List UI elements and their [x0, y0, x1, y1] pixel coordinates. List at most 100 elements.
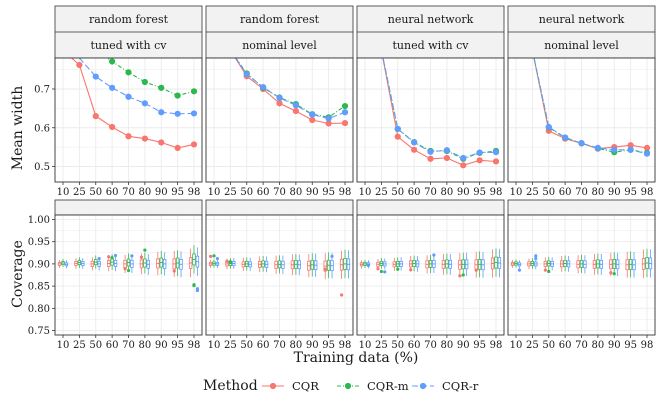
width-point-cqr-r	[109, 84, 116, 91]
x-tick-top-label: 60	[408, 187, 421, 198]
y-axis-title-width: Mean width	[10, 86, 26, 171]
width-point-cqr-m	[174, 92, 181, 99]
box-outlier	[379, 269, 383, 274]
strip-box-bottom	[356, 199, 505, 216]
width-point-cqr-r	[578, 140, 585, 147]
y-tick-width: 0.6	[34, 123, 50, 134]
strip-box-bottom	[205, 199, 354, 216]
y-tick-coverage: 0.80	[28, 304, 50, 315]
strip-model-label: random forest	[89, 13, 169, 26]
width-point-cqr	[627, 142, 634, 149]
x-tick-bottom-label: 50	[240, 340, 253, 351]
x-tick-top-label: 95	[624, 187, 637, 198]
box-outlier	[192, 284, 196, 288]
box-outlier	[110, 256, 114, 260]
x-tick-bottom-label: 98	[188, 340, 201, 351]
x-tick-top-label: 25	[526, 187, 539, 198]
box-outlier	[228, 260, 232, 264]
strip-box-bottom	[54, 199, 203, 216]
x-tick-bottom-label: 90	[608, 340, 621, 351]
box-outlier	[195, 287, 199, 291]
legend-label: CQR-m	[367, 379, 409, 393]
width-point-cqr-r	[158, 109, 165, 116]
box-outlier	[612, 272, 616, 276]
y-tick-width: 0.7	[34, 85, 50, 96]
x-axis-title: Training data (%)	[294, 350, 419, 366]
box-outlier	[517, 268, 521, 272]
x-tick-top-label: 50	[542, 187, 555, 198]
width-point-cqr	[292, 107, 299, 115]
box-outlier	[340, 293, 344, 297]
width-point-cqr-r	[545, 123, 552, 131]
width-point-cqr	[411, 146, 418, 153]
width-point-cqr	[443, 154, 450, 162]
x-tick-bottom-label: 95	[322, 340, 335, 351]
x-tick-bottom-label: 95	[473, 340, 486, 351]
width-point-cqr	[325, 120, 332, 127]
width-point-cqr-m	[125, 69, 132, 76]
width-point-cqr	[190, 141, 198, 148]
width-point-cqr-r	[492, 149, 500, 156]
box-outlier	[543, 268, 547, 272]
x-tick-top-label: 70	[424, 187, 437, 198]
x-tick-top-label: 60	[257, 187, 270, 198]
x-tick-top-label: 80	[290, 187, 303, 198]
x-tick-top-label: 50	[89, 187, 102, 198]
x-tick-bottom-label: 80	[139, 340, 152, 351]
y-axis-title-coverage: Coverage	[10, 240, 26, 308]
width-point-cqr	[492, 158, 500, 165]
box-outlier	[547, 269, 551, 274]
width-point-cqr-r	[325, 115, 332, 122]
x-tick-bottom-label: 90	[306, 340, 319, 351]
x-tick-bottom-label: 60	[408, 340, 421, 351]
width-point-cqr-r	[260, 83, 267, 91]
x-tick-top-label: 10	[359, 187, 372, 198]
x-tick-bottom-label: 60	[559, 340, 572, 351]
width-point-cqr-m	[158, 84, 165, 91]
width-lines	[70, 58, 198, 151]
box-outlier	[366, 263, 370, 267]
width-point-cqr	[109, 123, 116, 131]
width-point-cqr	[92, 113, 99, 120]
width-point-cqr-r	[562, 134, 569, 141]
width-point-cqr-m	[341, 102, 349, 110]
width-point-cqr	[174, 144, 181, 151]
chart-panels: 0.5 0.6 0.7 0.75 0.80 0.85 0.90 0.95 1.00 random …	[28, 5, 656, 351]
box-outlier	[330, 254, 334, 258]
x-tick-bottom-label: 60	[257, 340, 270, 351]
x-tick-bottom-label: 70	[575, 340, 588, 351]
x-tick-bottom-label: 70	[424, 340, 437, 351]
box-outlier	[215, 256, 219, 261]
x-tick-top-label: 90	[155, 187, 168, 198]
strip-box-bottom	[507, 199, 656, 216]
box-outlier	[113, 253, 118, 258]
box-outlier	[97, 256, 101, 261]
legend-label: CQR	[292, 379, 319, 393]
width-point-cqr-r	[627, 146, 634, 153]
box-outlier	[458, 274, 462, 278]
x-tick-bottom-label: 10	[359, 340, 372, 351]
box-outlier	[376, 267, 380, 271]
x-tick-bottom-label: 50	[542, 340, 555, 351]
x-tick-bottom-label: 90	[155, 340, 168, 351]
x-tick-bottom-label: 95	[624, 340, 637, 351]
x-tick-top-label: 95	[322, 187, 335, 198]
x-tick-top-label: 80	[592, 187, 605, 198]
width-point-cqr	[460, 162, 467, 169]
width-line-cqr-r	[382, 58, 497, 159]
width-point-cqr-r	[427, 148, 434, 155]
box-outlier	[383, 270, 387, 274]
x-tick-top-label: 90	[306, 187, 319, 198]
strip-model-label: random forest	[240, 13, 320, 26]
y-tick-width: 0.5	[34, 162, 50, 173]
legend-title: Method	[203, 378, 258, 394]
legend-label: CQR-r	[442, 379, 479, 393]
width-point-cqr	[643, 144, 651, 151]
width-point-cqr-r	[611, 146, 618, 153]
width-point-cqr-r	[594, 144, 601, 151]
strip-model-label: neural network	[539, 13, 625, 26]
box-outlier	[461, 273, 465, 277]
width-point-cqr-r	[309, 111, 316, 118]
width-point-cqr-r	[341, 109, 349, 116]
